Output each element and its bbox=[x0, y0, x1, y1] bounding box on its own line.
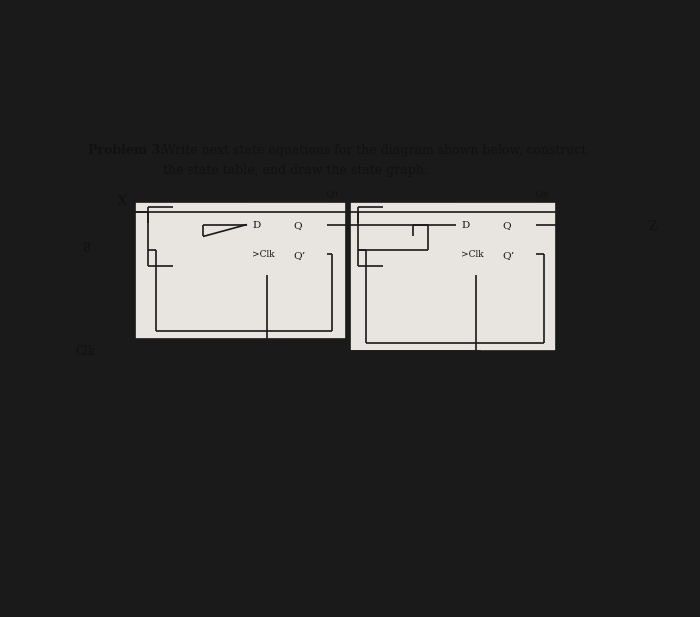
Text: Q: Q bbox=[503, 221, 511, 230]
Bar bbox=[247, 201, 327, 275]
Bar bbox=[135, 202, 346, 339]
Text: >Clk: >Clk bbox=[252, 250, 274, 259]
Text: Q: Q bbox=[293, 221, 302, 230]
Text: Q: Q bbox=[325, 189, 334, 199]
Text: Q’: Q’ bbox=[503, 251, 514, 260]
Text: the state table, and draw the state graph.: the state table, and draw the state grap… bbox=[163, 164, 428, 176]
Text: 8: 8 bbox=[82, 242, 90, 255]
Text: Q’: Q’ bbox=[293, 251, 306, 260]
Text: D: D bbox=[252, 221, 260, 230]
Bar bbox=[456, 201, 536, 275]
Bar bbox=[350, 202, 556, 351]
Text: 1: 1 bbox=[333, 191, 338, 199]
Text: Q: Q bbox=[534, 189, 542, 199]
Text: >Clk: >Clk bbox=[461, 250, 484, 259]
Text: Clk: Clk bbox=[75, 345, 95, 358]
Text: D: D bbox=[461, 221, 469, 230]
Text: Write next state equations for the diagram shown below, construct: Write next state equations for the diagr… bbox=[163, 144, 587, 157]
Text: Problem 3:: Problem 3: bbox=[88, 144, 164, 157]
Text: 2: 2 bbox=[542, 191, 547, 199]
Text: Z: Z bbox=[648, 220, 657, 233]
Text: X: X bbox=[118, 194, 127, 207]
